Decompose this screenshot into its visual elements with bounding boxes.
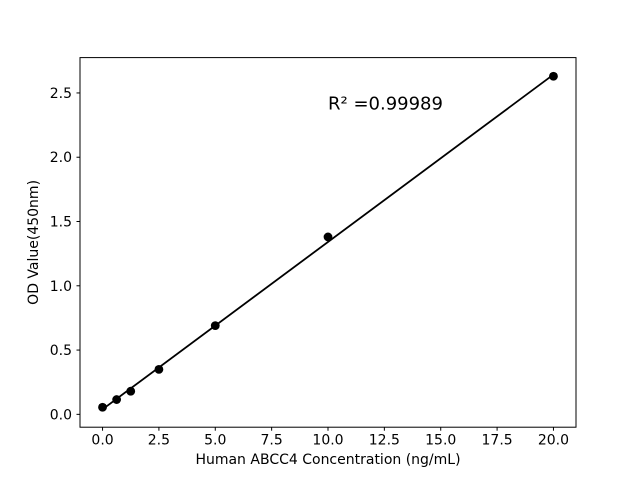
x-tick-label: 17.5 — [482, 433, 513, 449]
data-point — [126, 386, 136, 396]
y-tick-label: 1.5 — [50, 215, 72, 231]
x-tick-label: 10.0 — [312, 433, 343, 449]
data-point — [154, 364, 164, 374]
data-point — [98, 402, 107, 412]
y-tick-label: 1.0 — [50, 279, 72, 295]
data-point — [112, 395, 122, 404]
axis-ticks: 0.0 2.5 5.0 7.5 10.0 12.5 15.0 17.5 20.0 0.0 0.5 1.… — [50, 86, 569, 449]
x-tick-label: 7.5 — [261, 433, 283, 449]
y-tick-label: 2.0 — [50, 150, 72, 166]
x-tick-label: 0.0 — [91, 433, 113, 449]
data-point — [210, 321, 220, 331]
x-tick-label: 2.5 — [148, 433, 170, 449]
x-tick-label: 15.0 — [425, 433, 456, 449]
y-tick-label: 0.5 — [50, 343, 72, 359]
x-tick-label: 20.0 — [538, 433, 569, 449]
data-point — [549, 71, 558, 81]
x-tick-label: 12.5 — [369, 433, 400, 449]
fit-line — [102, 73, 554, 411]
data-series — [98, 71, 558, 412]
data-point — [323, 232, 333, 242]
r-squared-annotation: R² =0.99989 — [328, 94, 443, 115]
y-tick-label: 0.0 — [50, 407, 72, 423]
x-axis-label: Human ABCC4 Concentration (ng/mL) — [195, 452, 460, 468]
y-axis-label: OD Value(450nm) — [26, 180, 42, 305]
x-tick-label: 5.0 — [204, 433, 226, 449]
y-tick-label: 2.5 — [50, 86, 72, 102]
